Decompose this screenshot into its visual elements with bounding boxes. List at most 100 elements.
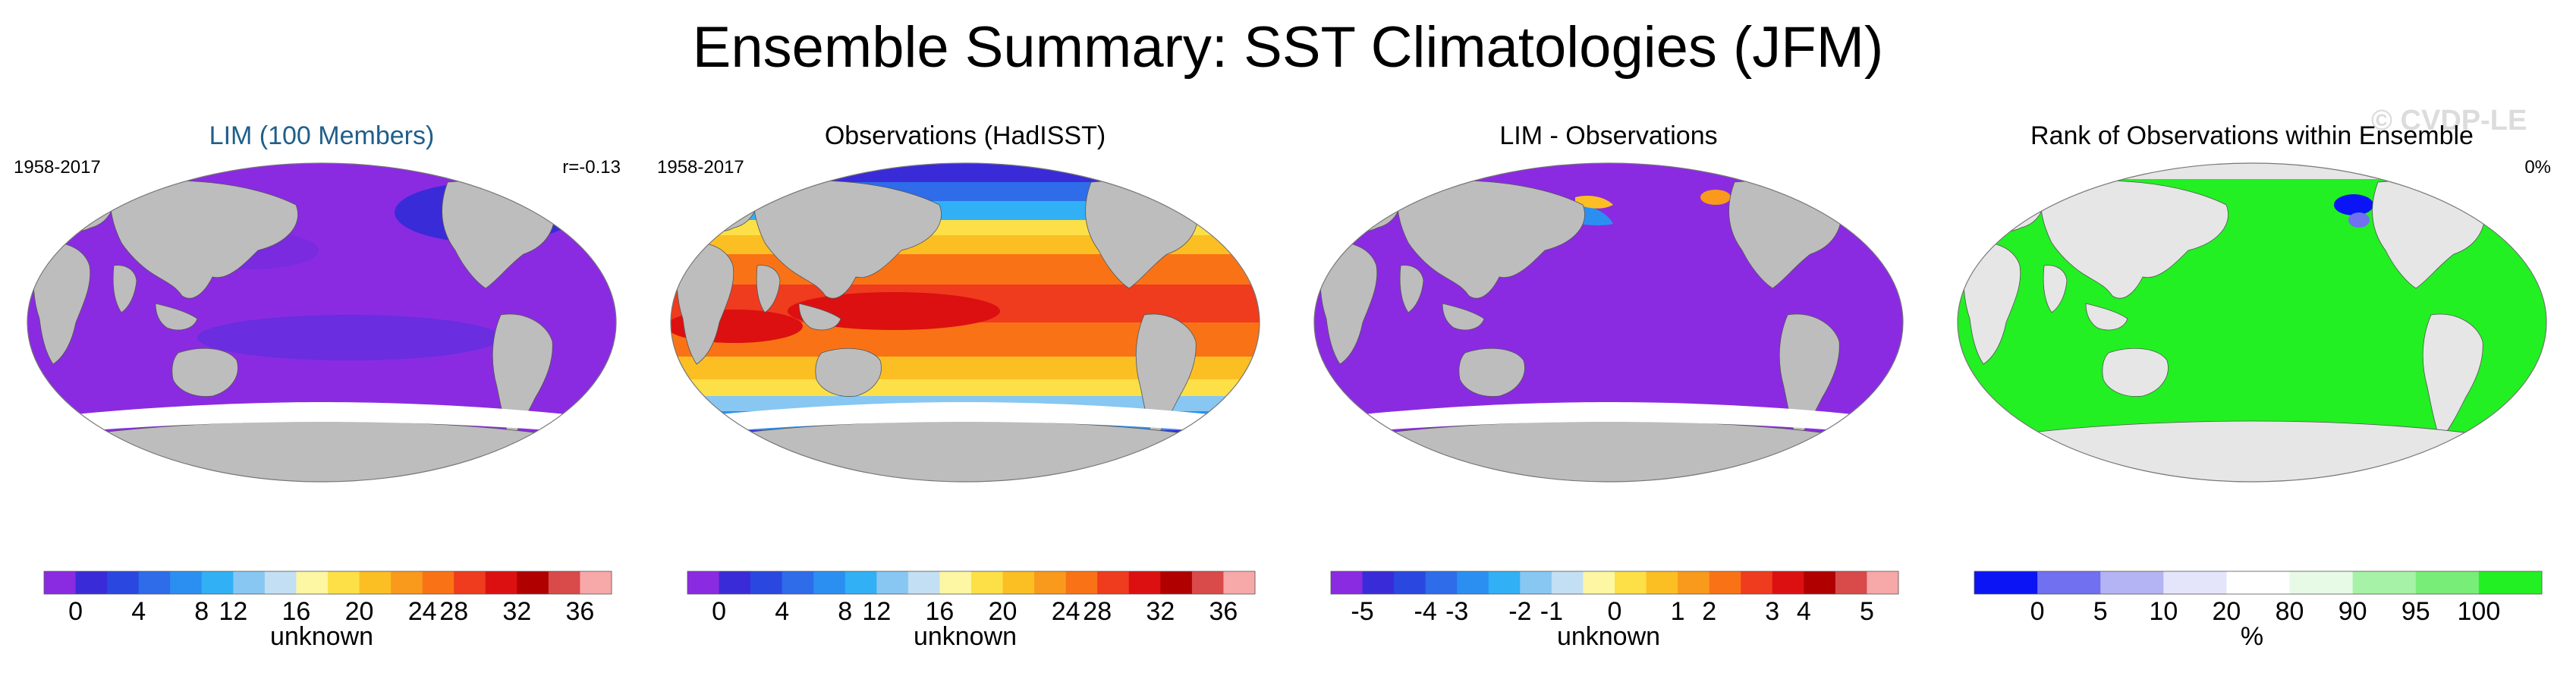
stat-label: 0% — [2524, 157, 2551, 178]
colorbar-swatch — [1362, 571, 1395, 594]
colorbar-tick-label: 16 — [925, 597, 955, 626]
colorbar-tick-label: -1 — [1540, 597, 1563, 626]
map-panel-1: LIM (100 Members) 1958-2017 r=-0.13 0 4 8 12 16… — [0, 0, 643, 676]
landmass-australia — [2102, 347, 2169, 397]
colorbar-swatch — [1394, 571, 1426, 594]
colorbar-swatch — [138, 571, 171, 594]
colorbar-tick-label: 10 — [2149, 597, 2178, 626]
landmass-africa — [33, 241, 91, 365]
colorbar-swatch — [1974, 571, 2038, 594]
colorbar-swatch — [1457, 571, 1489, 594]
landmass-antarctica — [2002, 420, 2508, 482]
colorbar-tick-label: 12 — [219, 597, 248, 626]
landmass-antarctica — [715, 420, 1222, 482]
landmass-australia — [815, 347, 882, 397]
landmass-sam — [2422, 313, 2483, 441]
colorbar-swatch — [1520, 571, 1552, 594]
panel-title: LIM - Observations — [1499, 121, 1718, 150]
map-ocean-field — [1958, 163, 2546, 482]
colorbar-tick-label: 5 — [1859, 597, 1874, 626]
colorbar-tick-label: -5 — [1351, 597, 1374, 626]
colorbar — [687, 571, 1256, 595]
colorbar-unit-label: unknown — [1556, 622, 1661, 651]
colorbar-swatch — [548, 571, 580, 594]
landmass-africa — [1963, 241, 2021, 365]
world-map — [1313, 162, 1904, 483]
colorbar-swatch — [422, 571, 454, 594]
colorbar-swatch — [971, 571, 1004, 594]
colorbar-tick-label: 4 — [131, 597, 146, 626]
colorbar-swatch — [1583, 571, 1615, 594]
colorbar-tick-label: 8 — [838, 597, 853, 626]
period-label: 1958-2017 — [657, 157, 744, 178]
colorbar-swatch — [939, 571, 972, 594]
landmass-seasia — [1442, 303, 1485, 331]
colorbar-swatch — [1804, 571, 1836, 594]
colorbar-tick-label: 28 — [439, 597, 469, 626]
colorbar-swatch — [2415, 571, 2480, 594]
map-panel-4: Rank of Observations within Ensemble 0% 0 5… — [1930, 0, 2574, 676]
colorbar-tick-label: 24 — [407, 597, 437, 626]
colorbar-swatch — [1615, 571, 1647, 594]
colorbar-swatch — [1128, 571, 1161, 594]
colorbar-swatch — [2100, 571, 2164, 594]
landmass-antarctica — [1358, 420, 1865, 482]
colorbar-tick-label: 95 — [2401, 597, 2430, 626]
colorbar-tick-label: 2 — [1702, 597, 1717, 626]
colorbar-swatch — [1065, 571, 1098, 594]
landmass-greenland — [2465, 174, 2512, 209]
colorbar-swatch — [1331, 571, 1363, 594]
colorbar-tick-label: 0 — [1607, 597, 1622, 626]
colorbar-swatch — [580, 571, 612, 594]
colorbar-swatch — [845, 571, 877, 594]
colorbar-tick-label: 5 — [2093, 597, 2108, 626]
colorbar-tick-label: 36 — [1209, 597, 1238, 626]
colorbar-tick-label: 100 — [2457, 597, 2501, 626]
colorbar-tick-label: 0 — [2030, 597, 2045, 626]
colorbar-swatch — [1097, 571, 1130, 594]
landmass-india — [1399, 265, 1424, 313]
colorbar-swatch — [2352, 571, 2417, 594]
landmass-greenland — [1178, 174, 1225, 209]
landmass-africa — [676, 241, 734, 365]
colorbar-tick-label: 12 — [862, 597, 892, 626]
map-panel-3: LIM - Observations -5 -4 -3 -2 -1 0 1 2 3 4 5 unknow… — [1287, 0, 1930, 676]
colorbar-swatch — [687, 571, 720, 594]
colorbar-tick-label: 80 — [2275, 597, 2304, 626]
colorbar-swatch — [485, 571, 517, 594]
colorbar-swatch — [876, 571, 909, 594]
landmass-australia — [1458, 347, 1525, 397]
landmass-greenland — [1822, 174, 1869, 209]
colorbar-tick-label: 28 — [1083, 597, 1112, 626]
landmass-australia — [171, 347, 238, 397]
colorbar-swatch — [2478, 571, 2543, 594]
colorbar-tick-label: 0 — [712, 597, 727, 626]
map-ocean-field — [671, 163, 1260, 482]
colorbar — [43, 571, 612, 595]
colorbar-swatch — [813, 571, 846, 594]
colorbar-swatch — [75, 571, 108, 594]
colorbar-swatch — [2289, 571, 2354, 594]
landmass-india — [112, 265, 137, 313]
colorbar-swatch — [170, 571, 203, 594]
world-map — [27, 162, 617, 483]
colorbar-swatch — [1678, 571, 1710, 594]
colorbar-swatch — [1772, 571, 1804, 594]
period-label: 1958-2017 — [14, 157, 101, 178]
landmass-seasia — [798, 303, 841, 331]
colorbar-swatch — [1191, 571, 1224, 594]
colorbar-tick-label: 4 — [1796, 597, 1811, 626]
colorbar-swatch — [201, 571, 234, 594]
colorbar-tick-label: 32 — [1146, 597, 1175, 626]
landmass-greenland — [535, 174, 582, 209]
colorbar-swatch — [391, 571, 423, 594]
landmass-india — [756, 265, 781, 313]
colorbar-tick-label: 36 — [565, 597, 595, 626]
colorbar-swatch — [1646, 571, 1678, 594]
colorbar-swatch — [1741, 571, 1773, 594]
figure-title: Ensemble Summary: SST Climatologies (JFM… — [692, 15, 1884, 80]
colorbar-tick-label: 20 — [2212, 597, 2241, 626]
colorbar-swatch — [328, 571, 360, 594]
world-map — [670, 162, 1260, 483]
colorbar-tick-label: 20 — [988, 597, 1018, 626]
